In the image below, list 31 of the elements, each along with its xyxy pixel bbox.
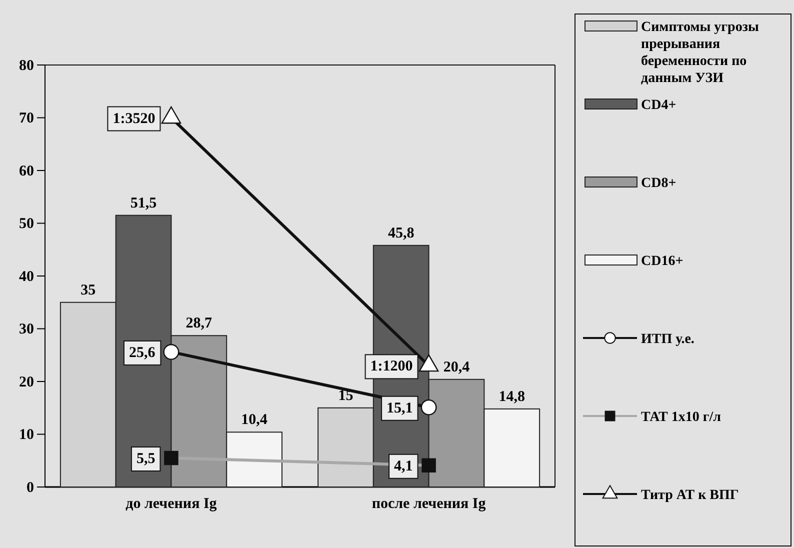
data-label: 28,7 — [186, 316, 213, 332]
y-tick-label: 70 — [19, 110, 34, 127]
y-tick-label: 80 — [19, 58, 34, 74]
x-tick-label: после лечения Ig — [372, 496, 486, 512]
data-label: 1:1200 — [370, 358, 413, 375]
data-label: 1:3520 — [112, 110, 156, 127]
data-label: 35 — [80, 282, 96, 298]
y-tick-label: 60 — [19, 163, 34, 180]
legend-label: CD8+ — [641, 176, 676, 191]
y-tick-label: 0 — [26, 480, 34, 496]
y-tick-label: 40 — [19, 268, 34, 285]
data-label: 10,4 — [241, 412, 268, 428]
x-tick-label: до лечения Ig — [126, 496, 218, 512]
data-label: 25,6 — [128, 344, 156, 361]
data-label: 45,8 — [388, 225, 414, 242]
y-tick-label: 50 — [19, 216, 34, 232]
legend-label: CD16+ — [641, 254, 684, 269]
legend-label: Титр АТ к ВПГ — [641, 488, 739, 503]
data-label: 5,5 — [136, 450, 156, 467]
legend-label: Симптомы угрозы прерывания беременности по данным УЗИ — [641, 20, 759, 86]
data-label: 14,8 — [498, 388, 525, 405]
y-tick-label: 10 — [19, 427, 34, 444]
y-tick-label: 20 — [19, 374, 34, 390]
data-label: 20,4 — [443, 359, 470, 376]
legend-label: ТАТ 1x10 г/л — [641, 410, 722, 425]
data-label: 51,5 — [130, 195, 157, 212]
legend-label: CD4+ — [641, 98, 676, 113]
data-label: 4,1 — [394, 458, 413, 474]
y-tick-label: 30 — [19, 322, 34, 338]
data-label: 15,1 — [386, 400, 413, 416]
legend-label: ИТП у.е. — [641, 332, 694, 347]
